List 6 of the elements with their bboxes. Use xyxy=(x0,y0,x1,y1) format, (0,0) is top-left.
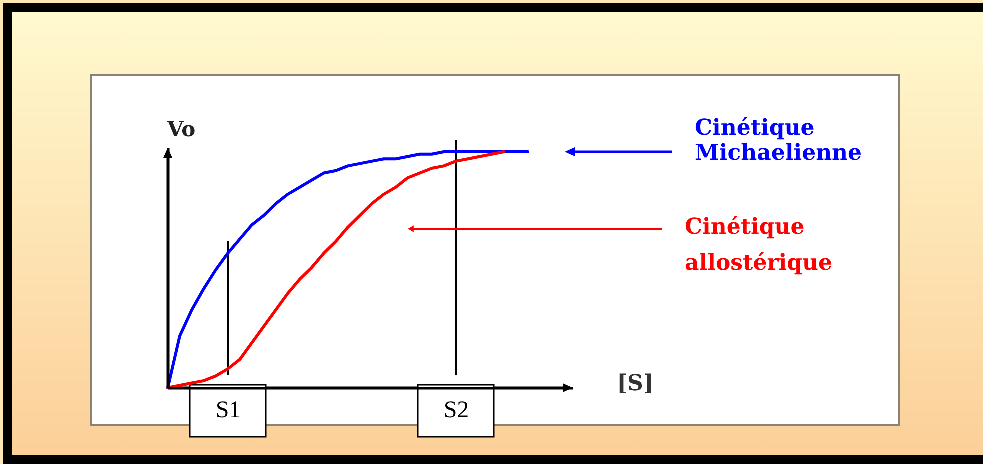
y-axis-title: Vo xyxy=(166,116,196,142)
text: Cinétique allostérique xyxy=(685,214,833,276)
x-tick-label: S2 xyxy=(444,398,470,424)
legend-label: Cinétique Michaelienne xyxy=(695,115,862,166)
x-axis-title: [S] xyxy=(617,370,654,396)
x-tick-label: S1 xyxy=(216,398,242,424)
